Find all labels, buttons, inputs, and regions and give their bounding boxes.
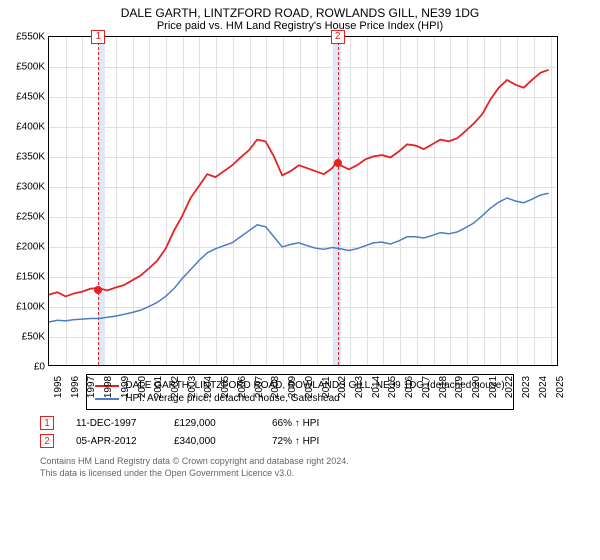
y-axis-label: £500K: [16, 62, 49, 73]
event-row: 1 11-DEC-1997 £129,000 66% ↑ HPI: [40, 414, 560, 432]
event-date: 05-APR-2012: [76, 436, 156, 447]
x-axis-label: 1998: [99, 376, 114, 398]
x-axis-label: 2005: [216, 376, 231, 398]
x-axis-label: 2003: [183, 376, 198, 398]
footer-line: Contains HM Land Registry data © Crown c…: [40, 456, 560, 468]
footer-line: This data is licensed under the Open Gov…: [40, 468, 560, 480]
x-axis-label: 2010: [300, 376, 315, 398]
y-axis-label: £0: [34, 362, 49, 373]
event-price: £129,000: [174, 418, 254, 429]
x-axis-label: 2020: [467, 376, 482, 398]
x-axis-label: 2015: [383, 376, 398, 398]
sale-point-dot: [94, 286, 102, 294]
chart-subtitle: Price paid vs. HM Land Registry's House …: [0, 20, 600, 36]
y-axis-label: £300K: [16, 182, 49, 193]
y-axis-label: £150K: [16, 272, 49, 283]
x-axis-label: 1999: [116, 376, 131, 398]
chart-lines: [49, 37, 557, 365]
y-axis-label: £200K: [16, 242, 49, 253]
x-axis-label: 1995: [49, 376, 64, 398]
x-axis-label: 2024: [534, 376, 549, 398]
x-axis-label: 2008: [266, 376, 281, 398]
event-date: 11-DEC-1997: [76, 418, 156, 429]
x-axis-label: 2019: [450, 376, 465, 398]
y-axis-label: £100K: [16, 302, 49, 313]
y-axis-label: £350K: [16, 152, 49, 163]
y-axis-label: £250K: [16, 212, 49, 223]
sale-point-dot: [334, 159, 342, 167]
x-axis-label: 1996: [66, 376, 81, 398]
x-axis-label: 2009: [283, 376, 298, 398]
x-axis-label: 2006: [233, 376, 248, 398]
x-axis-label: 2012: [333, 376, 348, 398]
event-pct: 72% ↑ HPI: [272, 436, 352, 447]
x-axis-label: 2021: [484, 376, 499, 398]
x-axis-label: 2000: [133, 376, 148, 398]
chart-title: DALE GARTH, LINTZFORD ROAD, ROWLANDS GIL…: [0, 0, 600, 20]
series-line: [49, 70, 549, 297]
x-axis-label: 2017: [417, 376, 432, 398]
x-axis-label: 2023: [517, 376, 532, 398]
x-axis-label: 2002: [166, 376, 181, 398]
event-row: 2 05-APR-2012 £340,000 72% ↑ HPI: [40, 432, 560, 450]
x-axis-label: 1997: [82, 376, 97, 398]
series-line: [49, 193, 549, 322]
y-axis-label: £400K: [16, 122, 49, 133]
event-number-box: 2: [40, 434, 54, 448]
line-chart: £0£50K£100K£150K£200K£250K£300K£350K£400…: [48, 36, 558, 366]
events-table: 1 11-DEC-1997 £129,000 66% ↑ HPI 2 05-APR-201…: [40, 414, 560, 450]
x-axis-label: 2016: [400, 376, 415, 398]
x-axis-label: 2013: [350, 376, 365, 398]
event-price: £340,000: [174, 436, 254, 447]
x-axis-label: 2004: [199, 376, 214, 398]
x-axis-label: 2014: [367, 376, 382, 398]
event-number-box: 1: [40, 416, 54, 430]
x-axis-label: 2025: [551, 376, 566, 398]
y-axis-label: £50K: [22, 332, 49, 343]
footer-attribution: Contains HM Land Registry data © Crown c…: [40, 456, 560, 479]
event-pct: 66% ↑ HPI: [272, 418, 352, 429]
y-axis-label: £450K: [16, 92, 49, 103]
x-axis-label: 2022: [500, 376, 515, 398]
y-axis-label: £550K: [16, 32, 49, 43]
x-axis-label: 2018: [434, 376, 449, 398]
x-axis-label: 2001: [149, 376, 164, 398]
page-container: DALE GARTH, LINTZFORD ROAD, ROWLANDS GIL…: [0, 0, 600, 560]
x-axis-label: 2011: [317, 376, 332, 398]
x-axis-label: 2007: [250, 376, 265, 398]
